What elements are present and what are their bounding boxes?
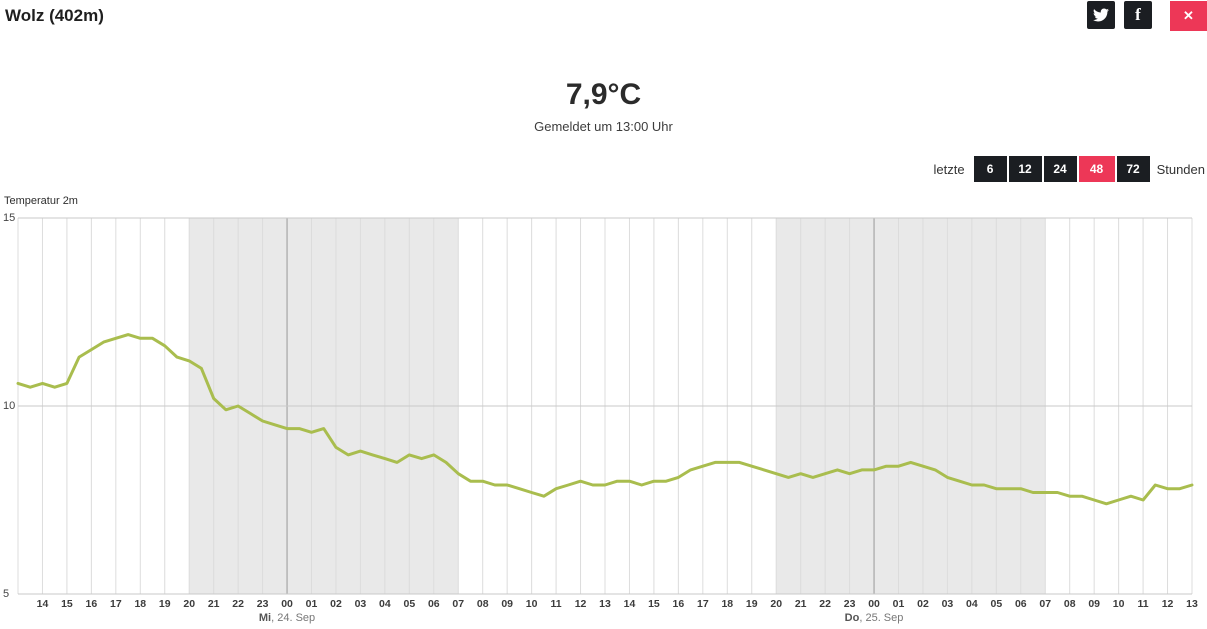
svg-text:19: 19 [746, 598, 758, 610]
svg-text:22: 22 [819, 598, 831, 610]
svg-text:03: 03 [355, 598, 367, 610]
svg-text:21: 21 [795, 598, 807, 610]
svg-text:Do, 25. Sep: Do, 25. Sep [845, 612, 904, 624]
svg-text:09: 09 [501, 598, 513, 610]
report-time: Gemeldet um 13:00 Uhr [534, 119, 673, 134]
svg-text:00: 00 [868, 598, 880, 610]
temperature-line [16, 333, 1194, 506]
range-button-6[interactable]: 6 [973, 156, 1007, 182]
svg-text:05: 05 [990, 598, 1002, 610]
svg-text:21: 21 [208, 598, 220, 610]
svg-text:16: 16 [673, 598, 685, 610]
svg-text:18: 18 [134, 598, 146, 610]
svg-text:15: 15 [3, 212, 15, 224]
svg-text:04: 04 [966, 598, 978, 610]
svg-text:11: 11 [1138, 598, 1149, 610]
svg-text:01: 01 [306, 598, 318, 610]
svg-text:04: 04 [379, 598, 391, 610]
twitter-icon [1093, 8, 1109, 22]
range-button-24[interactable]: 24 [1043, 156, 1077, 182]
range-buttons: 6 12 24 48 72 [972, 156, 1150, 182]
facebook-icon: f [1135, 5, 1141, 24]
svg-text:11: 11 [551, 598, 562, 610]
svg-text:Mi, 24. Sep: Mi, 24. Sep [259, 612, 315, 624]
svg-text:02: 02 [330, 598, 342, 610]
range-selector: letzte 6 12 24 48 72 Stunden [933, 156, 1205, 182]
header: Wolz (402m) f ✕ [0, 0, 1207, 32]
svg-text:13: 13 [599, 598, 611, 610]
svg-text:06: 06 [428, 598, 440, 610]
svg-text:07: 07 [1039, 598, 1051, 610]
temperature-chart: 15 10 5 14 15 16 17 18 19 20 21 22 23 00 01 02 03 04 05 06 0… [3, 212, 1198, 624]
svg-text:14: 14 [624, 598, 636, 610]
range-button-12[interactable]: 12 [1008, 156, 1042, 182]
svg-text:06: 06 [1015, 598, 1027, 610]
svg-text:08: 08 [477, 598, 489, 610]
svg-text:15: 15 [648, 598, 660, 610]
y-axis: 15 10 5 [3, 212, 1192, 600]
twitter-share-button[interactable] [1087, 1, 1115, 29]
svg-text:23: 23 [257, 598, 269, 610]
svg-text:22: 22 [232, 598, 244, 610]
range-suffix-label: Stunden [1156, 161, 1205, 177]
svg-text:12: 12 [575, 598, 587, 610]
svg-text:14: 14 [37, 598, 49, 610]
svg-text:02: 02 [917, 598, 929, 610]
svg-text:5: 5 [3, 588, 9, 600]
svg-text:13: 13 [1186, 598, 1198, 610]
svg-text:01: 01 [893, 598, 905, 610]
close-icon: ✕ [1183, 8, 1194, 23]
svg-text:05: 05 [403, 598, 415, 610]
date-labels: Mi, 24. Sep Do, 25. Sep [259, 612, 904, 624]
station-title: Wolz (402m) [5, 6, 104, 25]
svg-text:08: 08 [1064, 598, 1076, 610]
svg-text:15: 15 [61, 598, 73, 610]
svg-text:17: 17 [697, 598, 709, 610]
svg-text:20: 20 [770, 598, 782, 610]
svg-text:20: 20 [183, 598, 195, 610]
svg-text:12: 12 [1162, 598, 1174, 610]
range-button-72[interactable]: 72 [1116, 156, 1150, 182]
chart-title: Temperatur 2m [4, 195, 78, 207]
close-button[interactable]: ✕ [1170, 1, 1207, 31]
svg-text:10: 10 [526, 598, 538, 610]
svg-text:00: 00 [281, 598, 293, 610]
svg-text:03: 03 [942, 598, 954, 610]
range-button-48[interactable]: 48 [1078, 156, 1115, 182]
svg-text:18: 18 [721, 598, 733, 610]
svg-text:16: 16 [86, 598, 98, 610]
svg-text:09: 09 [1088, 598, 1100, 610]
svg-text:19: 19 [159, 598, 171, 610]
range-prefix-label: letzte [933, 161, 965, 177]
current-temperature: 7,9°C [565, 78, 642, 111]
facebook-share-button[interactable]: f [1124, 1, 1152, 29]
svg-text:10: 10 [3, 400, 15, 412]
svg-text:17: 17 [110, 598, 122, 610]
svg-text:07: 07 [452, 598, 464, 610]
header-actions: f ✕ [1087, 1, 1207, 31]
x-axis-labels: 14 15 16 17 18 19 20 21 22 23 00 01 02 03 04 05 06 07 08 09… [37, 598, 1198, 610]
svg-text:23: 23 [844, 598, 856, 610]
current-report: 7,9°C Gemeldet um 13:00 Uhr [0, 78, 1207, 134]
svg-text:10: 10 [1113, 598, 1125, 610]
